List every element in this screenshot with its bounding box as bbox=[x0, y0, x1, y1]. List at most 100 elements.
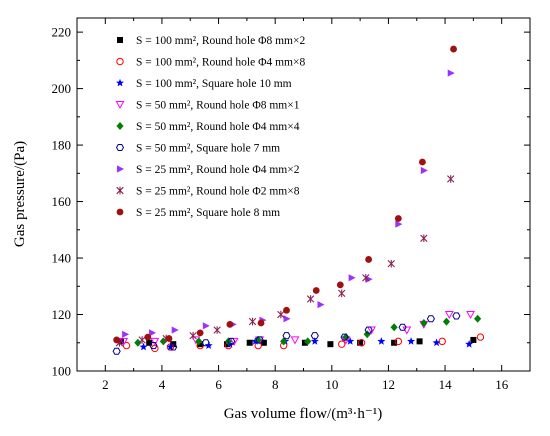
data-point bbox=[310, 337, 319, 345]
data-point bbox=[260, 339, 267, 346]
data-point bbox=[122, 330, 130, 338]
data-point bbox=[338, 289, 346, 298]
data-point bbox=[466, 311, 475, 320]
data-point bbox=[476, 333, 485, 341]
data-point bbox=[195, 337, 203, 346]
data-point bbox=[283, 315, 291, 323]
legend-marker bbox=[117, 165, 124, 173]
series-8 bbox=[113, 45, 457, 344]
data-point bbox=[367, 326, 376, 335]
data-point bbox=[420, 234, 428, 243]
data-point bbox=[201, 339, 210, 347]
data-point bbox=[420, 166, 428, 175]
axis-ticks bbox=[76, 18, 531, 372]
legend-label: S = 25 mm², Round hole Φ2 mm×8 bbox=[136, 186, 300, 198]
data-point bbox=[134, 338, 142, 347]
data-point bbox=[304, 337, 312, 346]
data-point bbox=[357, 339, 366, 347]
data-point bbox=[391, 339, 398, 346]
y-tick-label: 100 bbox=[52, 364, 72, 379]
data-point bbox=[444, 311, 454, 320]
tick-labels: 2 4 6 8 10 12 14 16 100 120 140 160 180 200 220 bbox=[52, 25, 509, 392]
data-point bbox=[342, 333, 350, 342]
series-4 bbox=[134, 314, 482, 347]
data-point bbox=[196, 329, 204, 337]
legend-marker bbox=[115, 143, 125, 152]
data-point bbox=[407, 337, 416, 345]
data-point bbox=[229, 337, 239, 346]
data-point bbox=[395, 220, 403, 228]
data-point bbox=[416, 338, 423, 345]
data-point bbox=[470, 336, 477, 343]
data-point bbox=[420, 318, 428, 327]
data-point bbox=[213, 326, 221, 334]
data-point bbox=[119, 337, 129, 346]
y-tick-label: 160 bbox=[52, 194, 72, 209]
data-point bbox=[365, 275, 373, 283]
data-point bbox=[290, 336, 300, 345]
legend-marker bbox=[116, 186, 124, 195]
data-point bbox=[226, 321, 234, 328]
legend-label: S = 100 mm², Round hole Φ4 mm×8 bbox=[136, 57, 305, 69]
y-tick-label: 200 bbox=[52, 81, 72, 96]
data-point bbox=[202, 322, 210, 330]
data-point bbox=[171, 326, 179, 334]
data-point bbox=[398, 323, 407, 331]
data-point bbox=[447, 69, 455, 77]
data-point bbox=[169, 343, 178, 351]
x-tick-label: 12 bbox=[382, 377, 395, 392]
data-point bbox=[387, 259, 395, 268]
data-point bbox=[402, 326, 412, 335]
y-tick-label: 180 bbox=[52, 138, 72, 153]
data-point bbox=[312, 287, 320, 294]
data-point bbox=[255, 336, 264, 344]
data-point bbox=[283, 306, 290, 314]
data-point bbox=[390, 323, 398, 332]
data-point bbox=[301, 339, 308, 346]
data-point bbox=[254, 335, 262, 344]
data-point bbox=[282, 332, 291, 340]
x-tick-label: 10 bbox=[325, 377, 338, 392]
data-point bbox=[452, 312, 461, 320]
data-point bbox=[438, 337, 446, 346]
data-point bbox=[419, 158, 426, 166]
data-point bbox=[113, 336, 121, 344]
data-point bbox=[149, 342, 158, 350]
data-point bbox=[447, 175, 455, 183]
data-point bbox=[348, 274, 356, 282]
data-point bbox=[204, 341, 213, 349]
data-point bbox=[112, 347, 121, 355]
data-point bbox=[426, 315, 435, 323]
x-axis-title: Gas volume flow/(m³·h⁻¹) bbox=[224, 406, 383, 422]
y-tick-label: 220 bbox=[52, 25, 72, 40]
data-point bbox=[248, 317, 257, 326]
data-point bbox=[394, 337, 403, 346]
legend-marker bbox=[116, 122, 124, 130]
data-point bbox=[450, 45, 457, 53]
data-point bbox=[150, 337, 160, 346]
data-point bbox=[277, 310, 285, 319]
y-axis-title: Gas pressure/(Pa) bbox=[12, 141, 28, 247]
data-point bbox=[144, 333, 152, 341]
legend-marker bbox=[117, 37, 123, 43]
legend-label: S = 25 mm², Round hole Φ4 mm×2 bbox=[136, 164, 300, 176]
data-point bbox=[138, 336, 146, 344]
data-point bbox=[317, 301, 325, 309]
x-tick-label: 6 bbox=[215, 377, 222, 392]
data-point bbox=[474, 314, 482, 323]
legend-label: S = 25 mm², Square hole 8 mm bbox=[136, 207, 280, 219]
data-markers bbox=[112, 45, 485, 355]
data-point bbox=[165, 335, 173, 342]
data-point bbox=[197, 341, 204, 348]
data-point bbox=[139, 342, 148, 351]
data-point bbox=[310, 332, 319, 340]
data-point bbox=[189, 331, 197, 340]
data-point bbox=[146, 339, 153, 346]
legend-label: S = 50 mm², Round hole Φ8 mm×1 bbox=[136, 100, 300, 112]
y-tick-label: 120 bbox=[52, 307, 72, 322]
x-tick-label: 8 bbox=[272, 377, 279, 392]
legend-marker bbox=[116, 208, 124, 216]
data-point bbox=[149, 329, 157, 337]
x-tick-label: 14 bbox=[439, 377, 453, 392]
